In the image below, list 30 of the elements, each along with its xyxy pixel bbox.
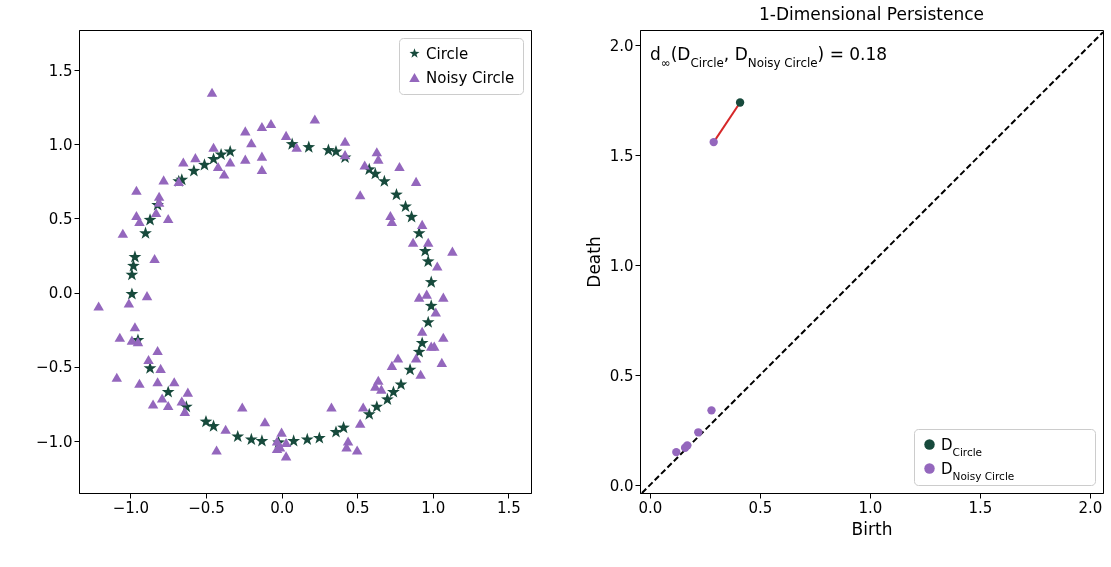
- x-tick-label: 0.5: [748, 498, 773, 517]
- x-tick-label: 0.0: [638, 498, 663, 517]
- x-tick-label: 1.0: [421, 498, 446, 517]
- y-tick-label: 1.5: [48, 61, 73, 80]
- y-tick-label: 0.5: [48, 209, 73, 228]
- x-tick-label: 1.5: [968, 498, 993, 517]
- annotation: d$_{∞}$(D$_{Circle}$, D$_{Noisy Circle}$) = 0.18: [650, 44, 888, 70]
- legend-label: D$_{Noisy Circle}$: [941, 459, 1015, 482]
- y-tick-label: 2.0: [609, 36, 634, 55]
- x-tick-label: 2.0: [1078, 498, 1103, 517]
- y-tick-label: −1.0: [36, 432, 73, 451]
- x-tick-label: 1.0: [858, 498, 883, 517]
- y-tick-label: 0.0: [48, 284, 73, 303]
- y-tick-label: −0.5: [36, 358, 73, 377]
- legend-label: Noisy Circle: [426, 68, 515, 87]
- x-tick-label: 1.5: [496, 498, 521, 517]
- legend-label: Circle: [426, 44, 469, 63]
- x-tick-label: 0.0: [270, 498, 294, 517]
- x-tick-label: −0.5: [188, 498, 225, 517]
- x-tick-label: −1.0: [112, 498, 150, 517]
- x-tick-label: 0.5: [345, 498, 370, 517]
- y-tick-label: 1.0: [609, 256, 634, 275]
- y-axis-title: Death: [583, 236, 604, 288]
- legend-label: D$_{Circle}$: [941, 435, 983, 458]
- y-tick-label: 0.0: [609, 476, 634, 495]
- chart-title: 1-Dimensional Persistence: [758, 4, 985, 24]
- y-tick-label: 1.5: [609, 146, 634, 165]
- y-tick-label: 1.0: [48, 135, 73, 154]
- x-axis-title: Birth: [851, 518, 893, 539]
- y-tick-label: 0.5: [609, 366, 634, 385]
